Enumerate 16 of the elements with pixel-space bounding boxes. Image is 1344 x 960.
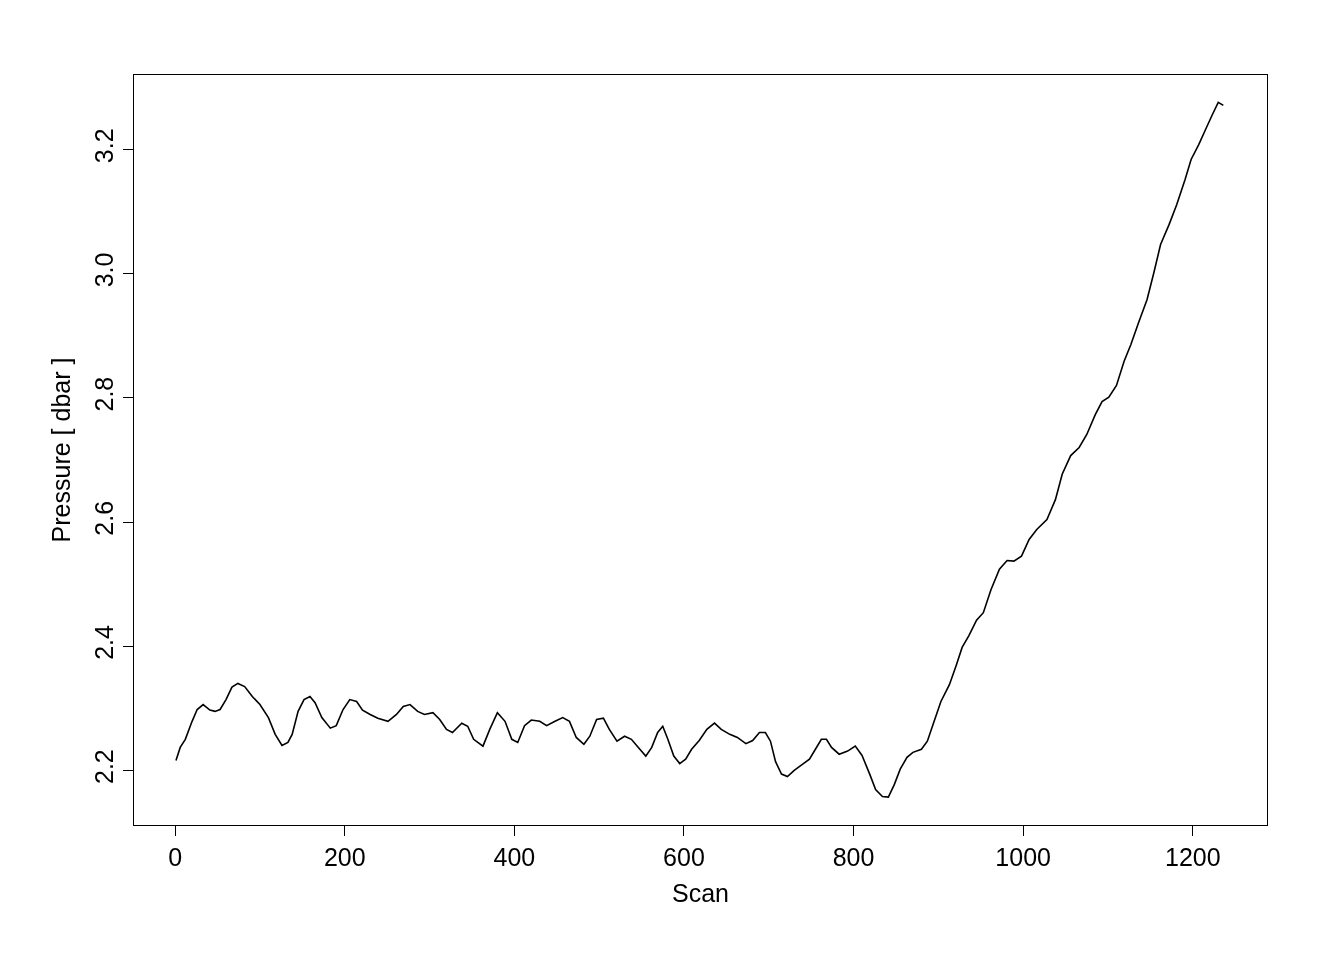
x-tick-label: 0 [168, 843, 183, 872]
y-tick-label: 3.0 [89, 252, 118, 288]
x-tick-label: 1000 [995, 843, 1051, 872]
y-tick-label: 2.8 [89, 376, 118, 412]
x-tick-label: 800 [832, 843, 875, 872]
x-tick-label: 200 [323, 843, 366, 872]
x-tick-label: 600 [663, 843, 705, 872]
x-tick-label: 400 [493, 843, 536, 872]
y-tick-label: 2.6 [89, 500, 118, 536]
x-tick-label: 1200 [1164, 843, 1221, 872]
y-tick-label: 2.4 [89, 624, 118, 660]
line-series [175, 101, 1225, 798]
x-axis-title: Scan [672, 879, 729, 908]
y-tick-label: 2.2 [89, 749, 118, 784]
y-axis-title: Pressure [ dbar ] [46, 357, 75, 543]
y-tick-label: 3.2 [89, 128, 118, 164]
